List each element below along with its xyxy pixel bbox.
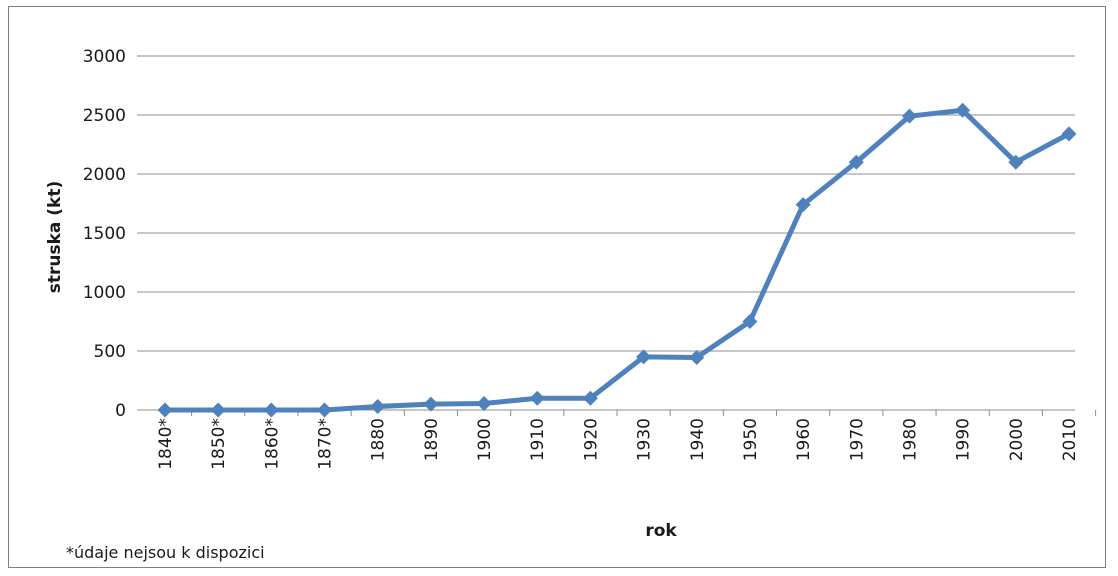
x-tick-label: 1990	[954, 418, 974, 461]
data-point-marker	[317, 402, 333, 418]
data-point-marker	[423, 396, 439, 412]
data-point-marker	[636, 349, 652, 365]
x-tick-label: 1940	[688, 418, 708, 461]
series-line	[165, 107, 1071, 413]
data-point-marker	[901, 108, 917, 124]
x-tick-label: 1840*	[156, 418, 176, 470]
x-tick-label: 1890	[422, 418, 442, 461]
data-point-marker	[476, 396, 492, 412]
x-tick-label: 1930	[635, 418, 655, 461]
y-tick-labels: 0 500 1000 1500 2000 2500 3000	[83, 47, 126, 421]
data-point-marker	[1061, 126, 1077, 142]
x-tick-label: 1960	[794, 418, 814, 461]
data-point-marker	[848, 154, 864, 170]
data-point-marker	[742, 314, 758, 329]
data-point-marker	[370, 398, 386, 414]
data-point-marker	[955, 102, 971, 118]
data-point-marker	[1008, 154, 1024, 170]
data-point-marker	[157, 402, 173, 418]
x-tick-label: 1950	[741, 418, 761, 461]
x-axis-title: rok	[645, 521, 677, 541]
y-tick-label: 0	[115, 401, 126, 421]
series-group	[157, 102, 1077, 418]
y-tick-label: 2500	[83, 106, 126, 126]
x-tick-label: 1860*	[262, 418, 282, 470]
data-point-marker	[582, 390, 598, 406]
y-axis-title: struska (kt)	[45, 181, 65, 294]
y-tick-label: 3000	[83, 47, 126, 67]
y-tick-label: 2000	[83, 165, 126, 185]
x-tick-label: 1850*	[209, 418, 229, 470]
gridlines	[137, 55, 1097, 416]
x-tick-label: 2000	[1007, 418, 1027, 461]
x-tick-label: 1910	[528, 418, 548, 461]
data-point-marker	[263, 402, 279, 418]
data-point-marker	[689, 349, 705, 365]
y-tick-label: 500	[94, 342, 126, 362]
x-tick-labels: 1840* 1850* 1860* 1870* 1880 1890 1900 1910 1920…	[156, 418, 1080, 470]
x-tick-label: 1920	[581, 418, 601, 461]
x-tick-label: 1880	[369, 418, 389, 461]
x-tick-label: 2010	[1060, 418, 1080, 461]
data-point-marker	[795, 197, 811, 213]
x-tick-label: 1980	[900, 418, 920, 461]
x-tick-label: 1970	[847, 418, 867, 461]
footnote: *údaje nejsou k dispozici	[66, 543, 265, 562]
data-point-marker	[210, 402, 226, 418]
x-tick-label: 1900	[475, 418, 495, 461]
y-tick-label: 1000	[83, 283, 126, 303]
chart-frame	[8, 6, 1106, 568]
data-point-marker	[529, 390, 545, 406]
x-tick-label: 1870*	[316, 418, 336, 470]
y-tick-label: 1500	[83, 224, 126, 244]
